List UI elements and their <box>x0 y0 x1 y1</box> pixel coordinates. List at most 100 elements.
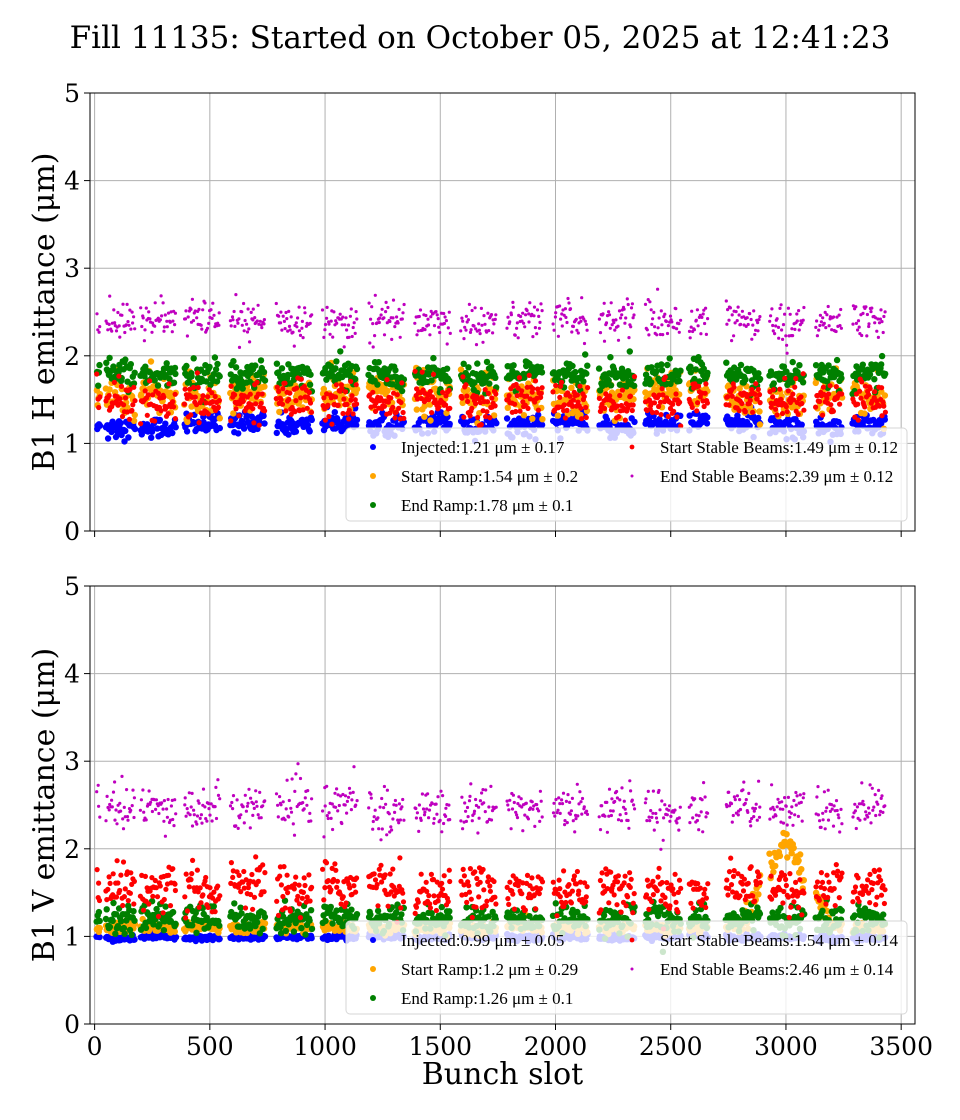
data-point <box>308 934 315 942</box>
data-point <box>232 309 236 314</box>
data-point <box>519 388 525 394</box>
data-point <box>352 375 359 383</box>
data-point <box>674 307 678 311</box>
data-point <box>171 404 177 410</box>
data-point <box>144 412 150 418</box>
data-point <box>440 389 446 395</box>
data-point <box>656 403 662 410</box>
data-point <box>649 409 656 416</box>
data-point <box>784 334 788 338</box>
data-point <box>724 299 728 303</box>
data-point <box>665 331 670 336</box>
data-point <box>524 313 528 317</box>
data-point <box>427 388 433 395</box>
data-point <box>347 335 351 339</box>
data-point <box>121 930 128 937</box>
data-point <box>209 308 213 312</box>
data-point <box>378 316 382 320</box>
data-point <box>131 936 138 943</box>
data-point <box>739 322 743 326</box>
data-point <box>493 317 497 321</box>
data-point <box>95 908 103 916</box>
data-point <box>602 405 608 411</box>
data-point <box>459 399 466 407</box>
x-tick-label: 3000 <box>754 1032 818 1061</box>
data-point <box>341 396 347 402</box>
data-point <box>97 330 101 334</box>
data-point <box>332 365 339 372</box>
data-point <box>656 392 662 398</box>
data-point <box>430 354 437 362</box>
data-point <box>448 331 452 335</box>
data-point <box>515 385 521 391</box>
data-point <box>482 387 488 393</box>
data-point <box>578 405 584 411</box>
data-point <box>348 314 352 318</box>
data-point <box>873 321 877 325</box>
data-point <box>558 379 565 385</box>
data-point <box>165 411 171 417</box>
data-point <box>261 920 269 927</box>
data-point <box>755 414 762 422</box>
x-tick-label: 0 <box>87 1032 103 1061</box>
data-point <box>632 313 636 317</box>
data-point <box>728 306 733 310</box>
data-point <box>485 390 491 396</box>
data-point <box>619 316 623 320</box>
data-point <box>156 416 164 424</box>
data-point <box>778 306 782 310</box>
data-point <box>478 332 482 336</box>
data-point <box>649 308 653 312</box>
data-point <box>629 325 633 329</box>
data-point <box>818 323 822 328</box>
data-point <box>678 423 684 429</box>
data-point <box>658 361 665 368</box>
legend-marker <box>370 444 376 450</box>
data-point <box>461 319 465 323</box>
data-point <box>854 305 858 309</box>
data-point <box>229 324 233 328</box>
data-point <box>744 324 748 328</box>
y-tick-label: 2 <box>64 835 80 864</box>
data-point <box>703 321 707 326</box>
data-point <box>489 313 494 317</box>
data-point <box>120 313 124 317</box>
data-point <box>865 312 870 317</box>
data-point <box>554 412 562 419</box>
data-point <box>827 324 831 328</box>
data-point <box>695 308 700 312</box>
data-point <box>304 405 310 411</box>
data-point <box>527 312 531 316</box>
data-point <box>426 401 434 408</box>
data-point <box>247 391 253 397</box>
data-point <box>525 308 529 313</box>
data-point <box>664 361 671 369</box>
data-point <box>673 391 679 397</box>
data-point <box>172 391 178 397</box>
data-point <box>782 375 788 381</box>
data-point <box>855 401 861 407</box>
data-point <box>391 316 395 320</box>
data-point <box>670 320 674 324</box>
data-point <box>612 320 616 325</box>
data-point <box>150 330 154 334</box>
data-point <box>340 323 344 327</box>
data-point <box>125 434 132 441</box>
data-point <box>331 409 338 416</box>
data-point <box>261 383 268 390</box>
data-point <box>607 382 615 389</box>
data-point <box>511 305 515 309</box>
data-point <box>355 317 359 321</box>
data-point <box>492 403 498 409</box>
data-point <box>788 850 795 857</box>
data-point <box>790 327 794 331</box>
data-point <box>668 314 673 318</box>
data-point <box>106 386 113 393</box>
data-point <box>564 407 570 413</box>
data-point <box>626 302 630 307</box>
data-point <box>162 420 169 427</box>
data-point <box>647 333 651 337</box>
data-point <box>490 412 498 419</box>
